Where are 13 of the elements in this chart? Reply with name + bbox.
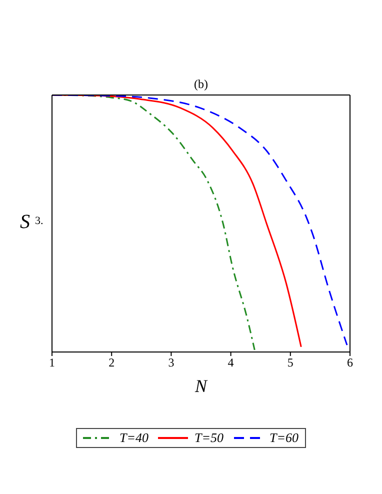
chart-title: (b): [193, 77, 209, 92]
x-tick-label: 5: [287, 356, 294, 370]
x-axis-title: N: [194, 376, 208, 396]
text: 3.: [35, 215, 44, 227]
legend-label: T=60: [270, 430, 299, 446]
x-tick-label: 4: [228, 356, 234, 370]
y-axis-title: S: [20, 211, 30, 234]
x-tick-label: 3: [168, 356, 174, 370]
x-tick-label: 2: [108, 356, 115, 370]
x-tick-label: 1: [49, 356, 55, 370]
legend-label: T=40: [119, 430, 148, 446]
x-tick-label: 6: [347, 356, 353, 370]
legend-label: T=50: [194, 430, 224, 446]
